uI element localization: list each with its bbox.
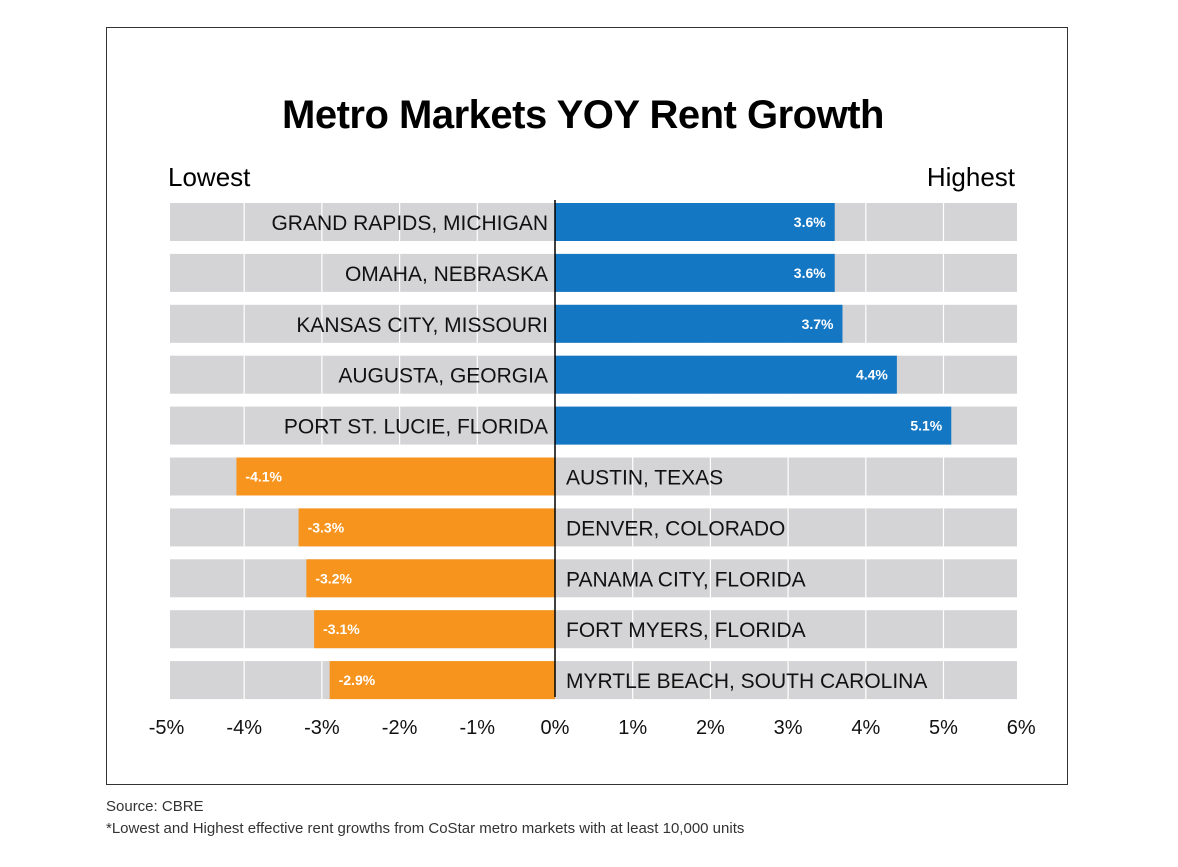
category-label: PORT ST. LUCIE, FLORIDA xyxy=(284,416,548,439)
category-label: KANSAS CITY, MISSOURI xyxy=(296,314,548,337)
bar-value-label: 3.6% xyxy=(794,265,826,281)
highest-label: Highest xyxy=(927,162,1016,192)
bar-value-label: -2.9% xyxy=(339,672,376,688)
footnote: *Lowest and Highest effective rent growt… xyxy=(106,820,745,837)
bar xyxy=(555,253,835,292)
category-label: AUGUSTA, GEORGIA xyxy=(338,365,548,388)
x-tick-label: 0% xyxy=(541,717,570,739)
x-tick-label: 3% xyxy=(774,717,803,739)
x-tick-label: 5% xyxy=(929,717,958,739)
x-tick-label: -1% xyxy=(460,717,496,739)
bar xyxy=(555,304,843,343)
bar xyxy=(314,610,555,649)
bar-value-label: 3.7% xyxy=(802,316,834,332)
lowest-label: Lowest xyxy=(168,162,251,192)
source-note: Source: CBRE xyxy=(106,798,204,815)
category-label: PANAMA CITY, FLORIDA xyxy=(566,568,806,591)
category-label: DENVER, COLORADO xyxy=(566,517,785,540)
bar-value-label: -3.1% xyxy=(323,621,360,637)
bar-value-label: -4.1% xyxy=(245,469,282,485)
chart-title: Metro Markets YOY Rent Growth xyxy=(282,93,884,137)
bar xyxy=(555,406,952,445)
x-tick-label: -3% xyxy=(304,717,340,739)
bar-value-label: 3.6% xyxy=(794,214,826,230)
bar xyxy=(555,203,835,241)
chart-frame xyxy=(106,27,1068,785)
x-tick-label: -4% xyxy=(226,717,262,739)
x-tick-label: 2% xyxy=(696,717,725,739)
x-tick-label: -2% xyxy=(382,717,418,739)
bar xyxy=(329,661,555,700)
x-tick-label: 1% xyxy=(618,717,647,739)
category-label: GRAND RAPIDS, MICHIGAN xyxy=(271,212,548,235)
bar-value-label: -3.3% xyxy=(308,519,345,535)
category-label: OMAHA, NEBRASKA xyxy=(345,263,548,286)
category-label: AUSTIN, TEXAS xyxy=(566,467,723,490)
bar-value-label: 5.1% xyxy=(910,418,942,434)
bar xyxy=(555,355,897,394)
bar xyxy=(236,457,555,496)
bar-value-label: -3.2% xyxy=(315,570,352,586)
bar-value-label: 4.4% xyxy=(856,367,888,383)
bar xyxy=(306,559,555,598)
category-label: FORT MYERS, FLORIDA xyxy=(566,619,806,642)
bar xyxy=(298,508,555,547)
x-tick-label: 4% xyxy=(851,717,880,739)
x-tick-label: 6% xyxy=(1007,717,1036,739)
x-tick-label: -5% xyxy=(149,717,185,739)
bar-track xyxy=(170,610,1017,649)
bar-track xyxy=(170,661,1017,700)
category-label: MYRTLE BEACH, SOUTH CAROLINA xyxy=(566,670,927,693)
